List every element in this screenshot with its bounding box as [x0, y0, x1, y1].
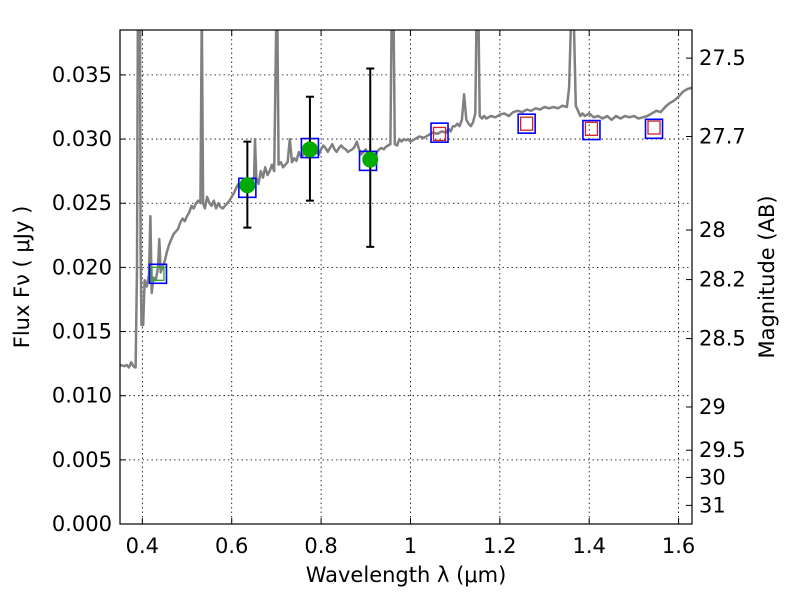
- x-tick-label: 1.6: [662, 534, 695, 558]
- observed-point: [362, 151, 379, 168]
- upper-limit-square: [647, 120, 661, 135]
- plot-frame: [119, 29, 693, 525]
- x-tick-label: 0.8: [304, 534, 337, 558]
- y-tick-label: 0.010: [52, 384, 112, 408]
- axis-ticks: 0.4 0.6 0.8 1 1.2 1.4 1.6 0.000 0.005 0.010 0.015 0…: [52, 30, 746, 558]
- y-tick-label: 0.005: [52, 448, 112, 472]
- upper-limit-square: [151, 266, 165, 281]
- y-tick-label: 0.025: [52, 191, 112, 215]
- model-photometry-square: [517, 113, 536, 134]
- y-tick-label: 0.000: [52, 512, 112, 536]
- x-tick-label: 1.2: [483, 534, 516, 558]
- y-axis-label: Flux Fν ( μJy ): [10, 206, 34, 349]
- right-axis-label: Magnitude (AB): [755, 195, 779, 358]
- right-tick-label: 27.5: [699, 46, 746, 70]
- model-photometry-square: [582, 119, 601, 141]
- x-tick-label: 1: [404, 534, 417, 558]
- model-photometry-square: [148, 263, 168, 285]
- observed-point: [301, 141, 318, 158]
- x-tick-label: 0.6: [215, 534, 248, 558]
- x-tick-label: 0.4: [126, 534, 159, 558]
- upper-limit-square: [520, 116, 534, 131]
- grid: [120, 30, 692, 525]
- right-tick-label: 28: [699, 218, 726, 242]
- y-tick-label: 0.030: [52, 127, 112, 151]
- right-tick-label: 31: [699, 493, 726, 517]
- right-tick-label: 29.5: [699, 438, 746, 462]
- right-tick-label: 28.5: [699, 327, 746, 351]
- plot-area: [120, 30, 692, 369]
- model-photometry-square: [644, 118, 664, 140]
- y-tick-label: 0.035: [52, 63, 112, 87]
- upper-limit-square: [432, 126, 447, 142]
- model-photometry-square: [430, 122, 449, 143]
- right-tick-label: 28.2: [699, 268, 746, 292]
- x-axis-label: Wavelength λ (μm): [306, 563, 507, 587]
- sed-model-line: [120, 30, 692, 369]
- observed-point: [239, 177, 256, 194]
- right-tick-label: 27.7: [699, 124, 746, 148]
- upper-limit-square: [584, 121, 599, 136]
- right-tick-label: 30: [699, 465, 726, 489]
- x-tick-label: 1.4: [573, 534, 606, 558]
- y-tick-label: 0.015: [52, 320, 112, 344]
- right-tick-label: 29: [699, 395, 726, 419]
- y-tick-label: 0.020: [52, 255, 112, 279]
